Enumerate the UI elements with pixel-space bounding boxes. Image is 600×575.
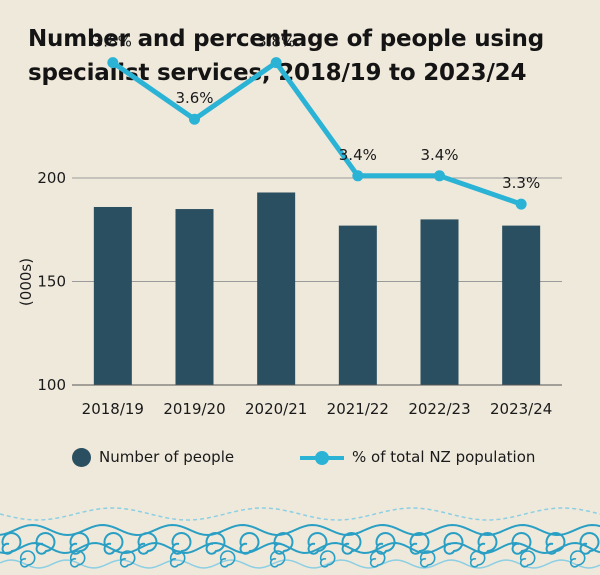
wave-line — [0, 559, 600, 569]
wave-curl — [35, 532, 56, 555]
wave-curl — [269, 550, 286, 568]
legend-line-label: % of total NZ population — [352, 448, 536, 466]
x-tick-label: 2020/21 — [245, 400, 307, 418]
wave-curl — [409, 532, 430, 555]
line-point — [107, 57, 119, 69]
wave-curl — [239, 532, 260, 555]
legend-item-bar: Number of people — [72, 444, 234, 470]
line-point — [515, 198, 527, 210]
wave-curl — [579, 532, 600, 555]
legend-bar-label: Number of people — [99, 448, 235, 466]
line-point — [270, 57, 282, 69]
bar — [420, 219, 459, 385]
wave-curl — [307, 532, 328, 555]
wave-curl — [1, 532, 22, 555]
x-tick-label: 2019/20 — [163, 400, 225, 418]
wave-curl — [545, 532, 566, 555]
wave-line — [0, 523, 600, 537]
wave-line — [0, 541, 600, 555]
y-tick-label: 200 — [37, 169, 66, 187]
wave-curl — [69, 532, 90, 555]
wave-curl — [369, 550, 386, 568]
y-tick-label: 150 — [37, 273, 66, 291]
wave-curl — [477, 532, 498, 555]
wave-curl — [205, 532, 226, 555]
wave-curl — [273, 532, 294, 555]
legend-item-line: % of total NZ population — [300, 444, 535, 470]
wave-curl — [19, 550, 36, 568]
wave-curl — [341, 532, 362, 555]
line-data-label: 3.4% — [420, 146, 458, 164]
wave-curl — [519, 550, 536, 568]
decorative-wave-border — [0, 507, 600, 569]
wave-curl — [119, 550, 136, 568]
line-data-label: 3.3% — [502, 174, 540, 192]
line-point — [352, 170, 364, 182]
wave-curl — [103, 532, 124, 555]
chart-plot: 100 150 200 (000s) 2018/19 2019/20 2020/21 2021… — [17, 33, 562, 418]
legend-line-swatch — [300, 448, 344, 467]
x-tick-label: 2022/23 — [408, 400, 470, 418]
wave-curl — [569, 550, 586, 568]
legend: Number of people % of total NZ populatio… — [72, 444, 572, 470]
line-data-label: 3.4% — [339, 146, 377, 164]
x-tick-label: 2021/22 — [327, 400, 389, 418]
bar-series — [93, 192, 541, 385]
wave-curl — [219, 550, 236, 568]
wave-curl — [171, 532, 192, 555]
x-tick-label: 2018/19 — [82, 400, 144, 418]
axes: 100 150 200 (000s) 2018/19 2019/20 2020/21 2021… — [17, 169, 562, 418]
bar — [502, 225, 541, 385]
grid-lines — [72, 177, 562, 386]
bar — [257, 192, 296, 385]
wave-curl — [319, 550, 336, 568]
y-axis-label: (000s) — [17, 258, 35, 306]
line-data-label: 3.8% — [257, 33, 295, 51]
line-data-label: 3.6% — [175, 89, 213, 107]
wave-curl — [443, 532, 464, 555]
line-data-label: 3.8% — [94, 33, 132, 51]
wave-curl — [511, 532, 532, 555]
line-path — [111, 60, 522, 207]
chart-title-line-1: Number and percentage of people using — [28, 26, 544, 52]
data-labels: 3.8% 3.6% 3.8% 3.4% 3.4% 3.3% — [94, 33, 540, 193]
wave-line — [0, 507, 600, 521]
bar — [175, 209, 214, 385]
line-point — [434, 170, 445, 182]
wave-curl — [169, 550, 186, 568]
wave-curl — [375, 532, 396, 555]
y-tick-label: 100 — [37, 376, 66, 394]
bar — [338, 225, 377, 385]
line-series — [107, 57, 527, 210]
wave-curl — [469, 550, 486, 568]
wave-curl — [69, 550, 86, 568]
x-tick-label: 2023/24 — [490, 400, 552, 418]
bar — [93, 206, 132, 385]
wave-curl — [419, 550, 436, 568]
legend-bar-swatch — [72, 447, 91, 467]
line-point — [189, 113, 200, 125]
wave-curl — [137, 532, 158, 555]
